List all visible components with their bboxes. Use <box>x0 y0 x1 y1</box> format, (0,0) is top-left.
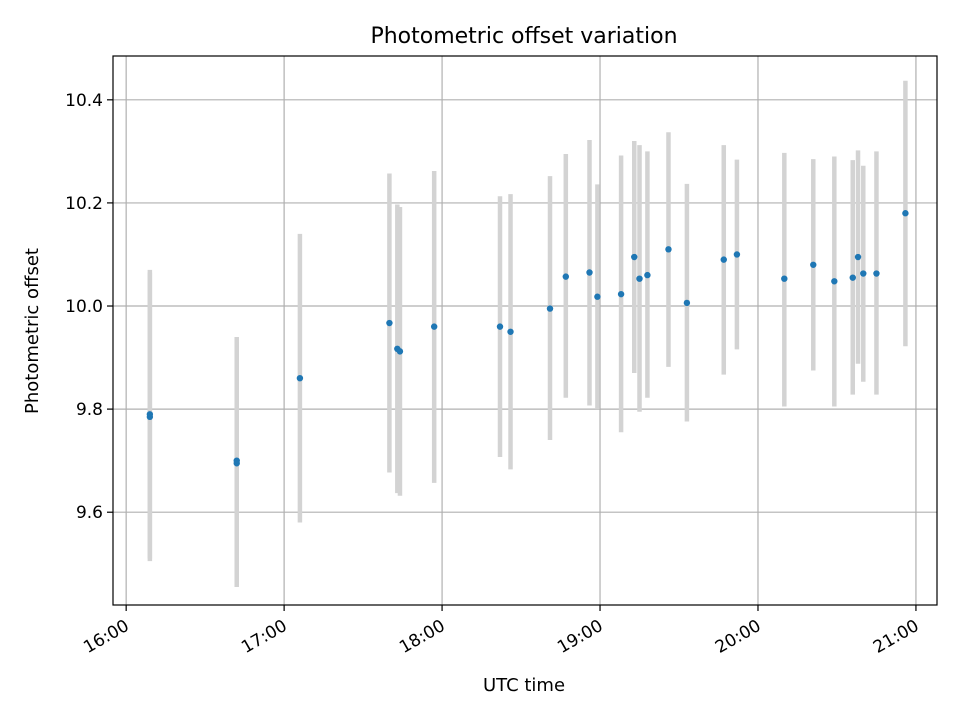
data-point <box>496 323 504 330</box>
data-point <box>594 293 601 300</box>
data-point <box>507 328 514 335</box>
y-tick-label: 10.0 <box>65 297 103 317</box>
data-point <box>146 413 154 421</box>
y-tick-label: 10.4 <box>65 91 103 111</box>
data-point <box>636 275 643 282</box>
data-point <box>233 457 240 464</box>
data-point <box>631 253 638 261</box>
data-point <box>386 319 393 327</box>
y-axis-label: Photometric offset <box>22 248 43 414</box>
data-point <box>546 305 554 312</box>
data-point <box>902 210 909 217</box>
data-point <box>831 278 838 285</box>
data-point <box>720 256 727 263</box>
data-point <box>396 348 404 355</box>
data-point <box>296 374 304 382</box>
y-tick-label: 9.8 <box>76 400 103 420</box>
data-point <box>562 273 570 280</box>
y-tick-label: 10.2 <box>65 194 103 214</box>
data-point <box>665 246 672 253</box>
data-point <box>860 270 867 277</box>
data-point <box>781 275 788 282</box>
chart-title: Photometric offset variation <box>370 24 677 49</box>
data-point <box>849 274 856 281</box>
y-axis-ticks: 9.6 9.8 10.0 10.2 10.4 <box>65 91 113 523</box>
data-point <box>733 251 741 258</box>
data-points <box>146 210 909 467</box>
y-tick-label: 9.6 <box>76 503 103 523</box>
data-point <box>644 271 651 279</box>
data-point <box>854 253 862 261</box>
data-point <box>586 269 593 276</box>
grid <box>113 56 937 605</box>
data-point <box>617 290 625 298</box>
x-axis-label: UTC time <box>483 675 565 696</box>
plot-area-frame <box>112 55 938 606</box>
data-point <box>430 323 438 330</box>
data-point <box>683 299 691 307</box>
data-point <box>873 270 880 277</box>
data-point <box>810 261 817 268</box>
